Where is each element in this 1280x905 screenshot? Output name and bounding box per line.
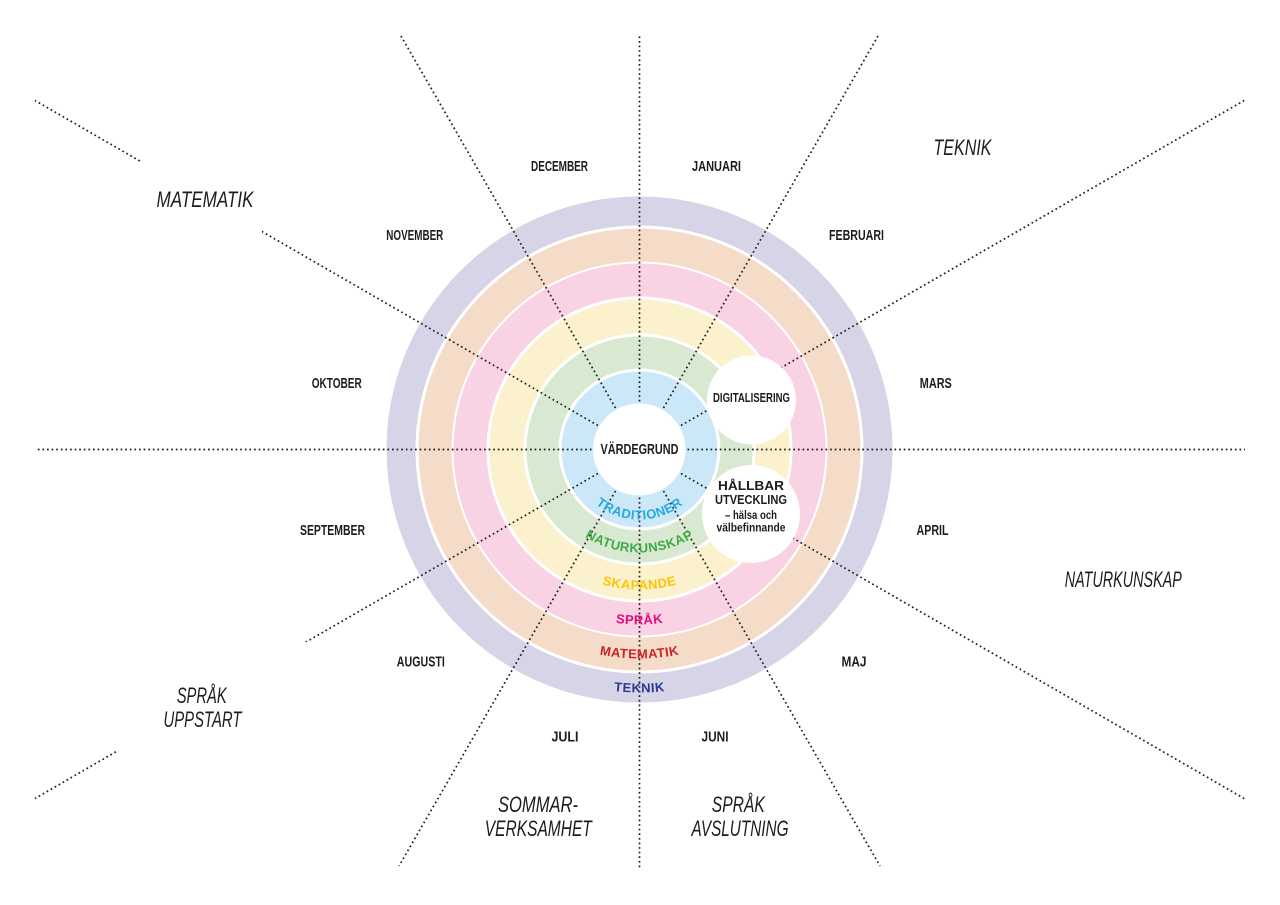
hallbar-utveckling-label: HÅLLBAR UTVECKLING – hälsa och välbefinn… xyxy=(715,478,787,535)
annotation-sprak-uppstart-line2: UPPSTART xyxy=(164,707,243,732)
annotation-sprak-avslutning-line1: SPRÅK xyxy=(712,792,766,817)
radial-line-5-oclock xyxy=(662,490,881,867)
radial-divider-lines xyxy=(34,35,1246,868)
annotation-sommar-verksamhet-line1: SOMMAR- xyxy=(498,792,578,817)
hallbar-utveckling-line4: välbefinnande xyxy=(717,521,786,535)
vardegrund-circle xyxy=(593,403,685,496)
month-label-september: SEPTEMBER xyxy=(300,522,365,539)
hallbar-utveckling-line1: HÅLLBAR xyxy=(718,478,785,493)
annotation-sprak-uppstart-line1: SPRÅK xyxy=(177,683,228,708)
matematik-annotation-mask xyxy=(140,160,262,242)
annotation-teknik: TEKNIK xyxy=(934,135,993,160)
annotation-matematik: MATEMATIK xyxy=(157,187,255,212)
ring-label-sprak-text: SPRÅK xyxy=(615,611,663,628)
ring-label-teknik-text: TEKNIK xyxy=(614,679,665,695)
hallbar-utveckling-line3: – hälsa och xyxy=(725,508,777,522)
ring-teknik xyxy=(386,196,893,703)
ring-label-matematik-text: MATEMATIK xyxy=(599,643,680,662)
ring-sprak xyxy=(453,263,826,636)
month-label-januari: JANUARI xyxy=(692,158,741,175)
ring-label-skapande: SKAPANDE xyxy=(601,573,677,593)
ring-naturkunskap xyxy=(526,336,753,563)
hallbar-utveckling-line2: UTVECKLING xyxy=(715,492,787,507)
digitalisering-label: DIGITALISERING xyxy=(713,390,790,405)
month-label-april: APRIL xyxy=(917,522,949,539)
ring-label-teknik: TEKNIK xyxy=(614,679,666,695)
outer-annotations: TEKNIK MATEMATIK NATURKUNSKAP SPRÅK UPPS… xyxy=(157,135,1183,841)
month-label-november: NOVEMBER xyxy=(386,227,443,244)
month-label-februari: FEBRUARI xyxy=(829,227,884,244)
vardegrund-label: VÄRDEGRUND xyxy=(601,441,679,458)
ring-label-sprak: SPRÅK xyxy=(615,611,664,628)
sprak-uppstart-annotation-mask xyxy=(118,642,310,752)
month-label-maj: MAJ xyxy=(842,654,867,671)
ring-label-matematik: MATEMATIK xyxy=(599,643,680,662)
annotation-sprak-avslutning-line2: AVSLUTNING xyxy=(690,816,788,841)
month-label-december: DECEMBER xyxy=(531,158,588,175)
ring-skapande xyxy=(489,299,790,600)
month-label-oktober: OKTOBER xyxy=(312,375,362,392)
ring-label-skapande-text: SKAPANDE xyxy=(601,573,677,593)
annotation-naturkunskap: NATURKUNSKAP xyxy=(1065,567,1182,592)
month-label-juni: JUNI xyxy=(702,729,729,746)
hallbar-utveckling-circle xyxy=(702,465,800,563)
radial-line-7-oclock xyxy=(398,490,617,867)
month-labels: JANUARI FEBRUARI MARS APRIL MAJ JUNI JUL… xyxy=(300,158,952,746)
month-label-mars: MARS xyxy=(920,375,952,392)
digitalisering-circle xyxy=(707,355,796,445)
month-label-augusti: AUGUSTI xyxy=(397,654,445,671)
annotation-sommar-verksamhet-line2: VERKSAMHET xyxy=(485,816,593,841)
month-label-juli: JULI xyxy=(552,729,579,746)
